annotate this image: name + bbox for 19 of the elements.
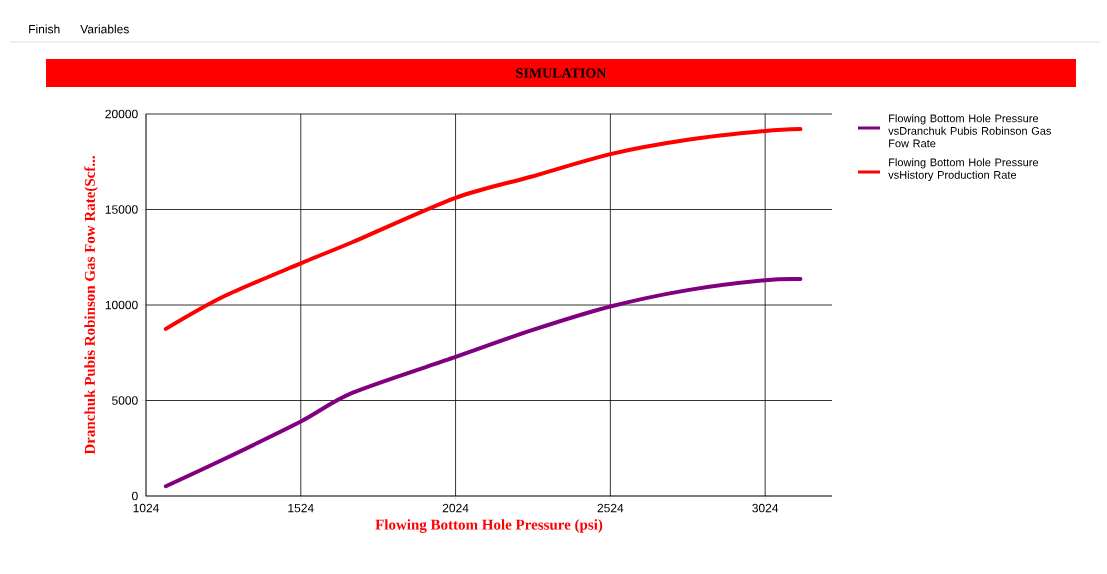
legend-label: Flowing Bottom Hole Pressure vsHistory Production Rate [888, 158, 1039, 181]
x-axis-title: Flowing Bottom Hole Pressure (psi) [375, 519, 603, 533]
y-tick-label: 15000 [105, 205, 138, 214]
line-series [163, 276, 803, 489]
text: Finish [29, 24, 60, 34]
legend-label: Flowing Bottom Hole Pressure vsDranchuk Pubis Robinson Gas Fow Rate [888, 114, 1052, 148]
y-tick-label: 0 [132, 491, 138, 501]
y-tick-label: 10000 [105, 300, 138, 310]
y-axis-title: Dranchuk Pubis Robinson Gas Fow Rate(Scf... [84, 156, 98, 455]
text: Variables [80, 24, 129, 34]
x-tick-label: 3024 [752, 503, 779, 513]
line-series [163, 127, 803, 331]
x-tick-label: 1524 [288, 503, 314, 513]
x-tick-label: 1024 [133, 503, 159, 513]
chart-title: SIMULATION [516, 68, 607, 78]
x-tick-label: 2524 [597, 503, 624, 513]
y-tick-label: 20000 [105, 109, 138, 119]
x-tick-label: 2024 [442, 503, 469, 513]
y-tick-label: 5000 [112, 396, 138, 405]
